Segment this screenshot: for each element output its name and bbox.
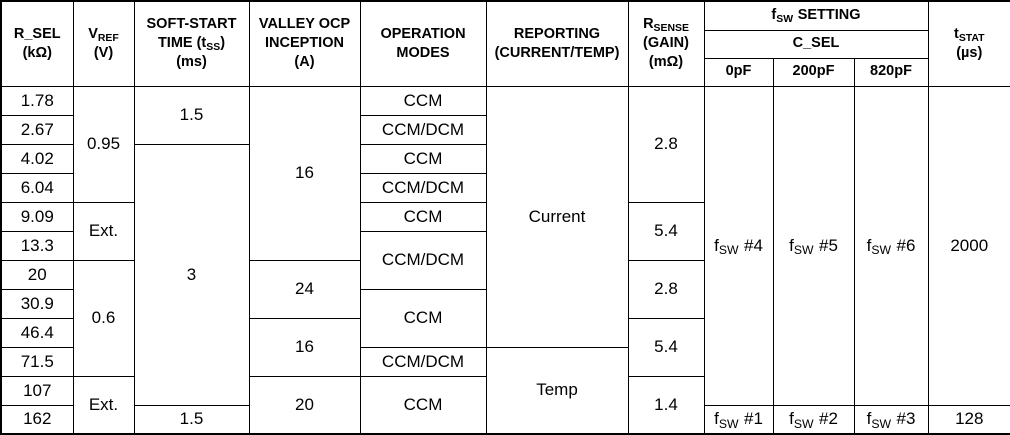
cell-fsw: fSW#3: [854, 405, 928, 434]
cell-soft-start: 3: [134, 144, 249, 405]
cell-r-sel: 30.9: [1, 289, 73, 318]
cell-r-sel: 4.02: [1, 144, 73, 173]
cell-r-sense: 1.4: [628, 376, 704, 434]
table-body: 1.78 0.95 1.5 16 CCM Current 2.8 fSW#4 f…: [1, 86, 1010, 434]
cell-r-sel: 20: [1, 260, 73, 289]
header-c-sel-820pf: 820pF: [854, 58, 928, 86]
cell-operation-mode: CCM/DCM: [360, 115, 486, 144]
header-row-1: R_SEL (kΩ) VREF (V) SOFT-START TIME (tSS…: [1, 1, 1010, 30]
header-v-ref-label: VREF: [74, 25, 134, 44]
cell-v-ref: 0.6: [73, 260, 134, 376]
cell-r-sel: 46.4: [1, 318, 73, 347]
header-t-stat-label: tSTAT: [929, 25, 1010, 44]
cell-valley-ocp: 24: [249, 260, 360, 318]
cell-r-sense: 2.8: [628, 260, 704, 318]
header-soft-start-time: SOFT-START TIME (tSS) (ms): [134, 1, 249, 86]
cell-soft-start: 1.5: [134, 405, 249, 434]
header-operation-modes-line2: MODES: [361, 44, 486, 63]
header-r-sense-gain: (GAIN): [629, 34, 704, 53]
cell-v-ref: Ext.: [73, 376, 134, 434]
cell-fsw: fSW#5: [773, 86, 854, 405]
header-c-sel-200pf: 200pF: [773, 58, 854, 86]
cell-operation-mode: CCM: [360, 202, 486, 231]
cell-r-sel: 107: [1, 376, 73, 405]
header-r-sel-label: R_SEL: [2, 25, 73, 44]
header-reporting-line1: REPORTING: [487, 25, 628, 44]
header-r-sel: R_SEL (kΩ): [1, 1, 73, 86]
header-valley-ocp-line1: VALLEY OCP: [250, 15, 360, 34]
cell-r-sense: 5.4: [628, 318, 704, 376]
cell-r-sel: 9.09: [1, 202, 73, 231]
cell-valley-ocp: 16: [249, 318, 360, 376]
cell-r-sel: 1.78: [1, 86, 73, 115]
cell-operation-mode: CCM: [360, 289, 486, 347]
header-c-sel-0pf: 0pF: [704, 58, 773, 86]
cell-fsw: fSW#6: [854, 86, 928, 405]
header-reporting: REPORTING (CURRENT/TEMP): [486, 1, 628, 86]
header-soft-start-line2: TIME (tSS): [135, 34, 249, 53]
header-reporting-line2: (CURRENT/TEMP): [487, 44, 628, 63]
header-v-ref-unit: (V): [74, 44, 134, 63]
cell-r-sel: 71.5: [1, 347, 73, 376]
header-r-sense: RSENSE (GAIN) (mΩ): [628, 1, 704, 86]
cell-operation-mode: CCM/DCM: [360, 231, 486, 289]
table-row: 1.78 0.95 1.5 16 CCM Current 2.8 fSW#4 f…: [1, 86, 1010, 115]
header-c-sel: C_SEL: [704, 30, 928, 58]
cell-fsw: fSW#2: [773, 405, 854, 434]
cell-reporting: Temp: [486, 347, 628, 434]
cell-fsw: fSW#4: [704, 86, 773, 405]
header-soft-start-line1: SOFT-START: [135, 15, 249, 34]
cell-v-ref: 0.95: [73, 86, 134, 202]
cell-soft-start: 1.5: [134, 86, 249, 144]
header-valley-ocp-unit: (A): [250, 53, 360, 72]
table-header: R_SEL (kΩ) VREF (V) SOFT-START TIME (tSS…: [1, 1, 1010, 86]
header-r-sense-label: RSENSE: [629, 15, 704, 34]
cell-reporting: Current: [486, 86, 628, 347]
cell-operation-mode: CCM/DCM: [360, 347, 486, 376]
header-operation-modes-line1: OPERATION: [361, 25, 486, 44]
header-valley-ocp: VALLEY OCP INCEPTION (A): [249, 1, 360, 86]
cell-t-stat: 128: [928, 405, 1010, 434]
cell-operation-mode: CCM: [360, 144, 486, 173]
header-soft-start-unit: (ms): [135, 53, 249, 72]
cell-r-sel: 6.04: [1, 173, 73, 202]
cell-valley-ocp: 16: [249, 86, 360, 260]
header-t-stat-unit: (µs): [929, 44, 1010, 63]
cell-t-stat: 2000: [928, 86, 1010, 405]
cell-r-sel: 13.3: [1, 231, 73, 260]
cell-valley-ocp: 20: [249, 376, 360, 434]
cell-operation-mode: CCM: [360, 376, 486, 434]
cell-r-sel: 2.67: [1, 115, 73, 144]
header-operation-modes: OPERATION MODES: [360, 1, 486, 86]
cell-operation-mode: CCM/DCM: [360, 173, 486, 202]
cell-r-sel: 162: [1, 405, 73, 434]
cell-v-ref: Ext.: [73, 202, 134, 260]
header-v-ref: VREF (V): [73, 1, 134, 86]
cell-fsw: fSW#1: [704, 405, 773, 434]
cell-r-sense: 2.8: [628, 86, 704, 202]
header-t-stat: tSTAT (µs): [928, 1, 1010, 86]
cell-r-sense: 5.4: [628, 202, 704, 260]
cell-operation-mode: CCM: [360, 86, 486, 115]
header-valley-ocp-line2: INCEPTION: [250, 34, 360, 53]
header-r-sense-unit: (mΩ): [629, 53, 704, 72]
header-r-sel-unit: (kΩ): [2, 44, 73, 63]
